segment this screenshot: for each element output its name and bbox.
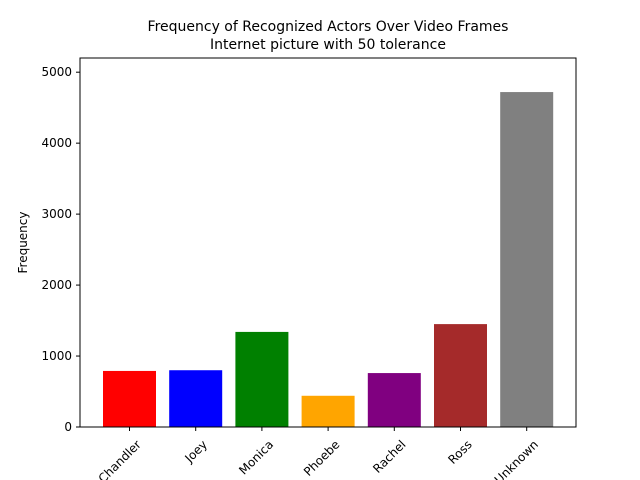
x-tick-label: Rachel (370, 437, 408, 475)
y-axis-ticks: 0 1000 2000 3000 4000 5000 (41, 65, 80, 434)
x-tick-label: Monica (236, 437, 276, 477)
y-tick-label: 1000 (41, 349, 72, 363)
bar-unknown (500, 92, 554, 427)
x-tick-label: Joey (181, 437, 210, 466)
x-tick-label: Chandler (96, 437, 144, 480)
x-tick-label: Phoebe (301, 437, 342, 478)
x-tick-label: Unknown (492, 437, 541, 480)
bar-rachel (367, 373, 421, 427)
plot-frame (79, 57, 577, 428)
chart-subtitle: Internet picture with 50 tolerance (210, 37, 446, 53)
bar-monica (235, 331, 289, 427)
bar-joey (169, 370, 223, 427)
y-tick-label: 4000 (41, 136, 72, 150)
bar-chandler (103, 370, 156, 427)
bars-group (103, 92, 554, 427)
y-tick-label: 5000 (41, 65, 72, 79)
y-axis-label: Frequency (16, 212, 30, 274)
y-tick-label: 2000 (41, 278, 72, 292)
y-tick-label: 0 (64, 420, 72, 434)
x-tick-label: Ross (445, 437, 474, 466)
x-axis-ticks: Chandler Joey Monica Phoebe Rachel Ross Unknow… (96, 427, 541, 480)
bar-ross (434, 324, 487, 427)
chart-title: Frequency of Recognized Actors Over Vide… (148, 19, 509, 35)
y-tick-label: 3000 (41, 207, 72, 221)
bar-phoebe (301, 395, 355, 427)
